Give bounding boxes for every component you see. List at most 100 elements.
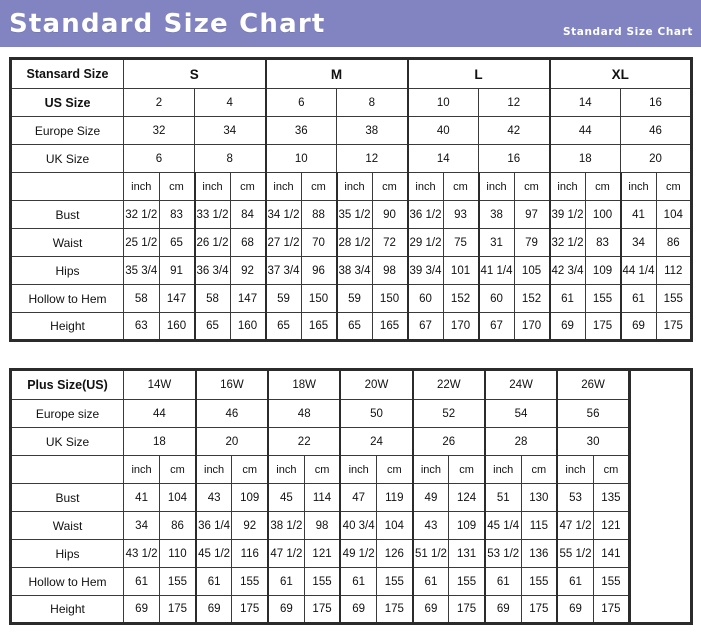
measurement-value: 41 1/4 [477, 256, 515, 285]
measurement-value: 35 1/2 [335, 200, 373, 229]
measurement-value: 105 [513, 256, 551, 285]
row-label: UK Size [10, 427, 124, 456]
unit-header-cm: cm [442, 172, 480, 201]
measurement-value: 96 [300, 256, 338, 285]
row-value: 14 [406, 144, 480, 173]
measurement-value: 31 [477, 228, 515, 257]
measurement-value: 61 [619, 284, 657, 313]
measurement-value: 98 [303, 511, 341, 540]
table-row: Hips 43 1/2 110 45 1/2 116 47 1/2 121 49 1/2 126… [10, 539, 692, 568]
row-value: 6 [123, 144, 195, 173]
measurement-value: 155 [584, 284, 622, 313]
measurement-value: 175 [584, 312, 622, 341]
row-value: 26W [556, 369, 630, 400]
measurement-value: 69 [411, 595, 450, 624]
row-value: 18 [122, 427, 197, 456]
measurement-value: 58 [123, 284, 160, 313]
row-value: 18 [548, 144, 622, 173]
measurement-value: 29 1/2 [406, 228, 444, 257]
row-value: 8 [193, 144, 267, 173]
measurement-value: 175 [520, 595, 558, 624]
unit-header-inch: inch [619, 172, 657, 201]
measurement-value: 55 1/2 [556, 539, 594, 568]
unit-header-cm: cm [584, 172, 622, 201]
measurement-value: 36 1/4 [194, 511, 233, 540]
row-value: 38 [336, 116, 409, 145]
row-label-empty [10, 455, 124, 484]
measurement-value: 92 [229, 256, 267, 285]
measurement-value: 165 [300, 312, 338, 341]
row-value: 36 [264, 116, 338, 145]
measurement-value: 51 1/2 [411, 539, 450, 568]
measurement-value: 155 [159, 567, 197, 596]
measurement-value: 47 [339, 483, 377, 512]
row-value: 20 [194, 427, 269, 456]
measurement-value: 155 [520, 567, 558, 596]
measurement-value: 60 [477, 284, 515, 313]
measurement-value: 90 [371, 200, 409, 229]
unit-header-inch: inch [339, 455, 377, 484]
table-row: Height 63 160 65 160 65 165 65 165 67 170 67 170 69 17… [10, 312, 693, 341]
row-value: 46 [620, 116, 693, 145]
row-label: Waist [10, 228, 124, 257]
unit-header-cm: cm [520, 455, 558, 484]
unit-header-inch: inch [335, 172, 373, 201]
measurement-value: 67 [477, 312, 515, 341]
measurement-value: 34 1/2 [264, 200, 302, 229]
measurement-value: 65 [335, 312, 373, 341]
table-row: Hollow to Hem 58 147 58 147 59 150 59 150 60 152 60… [10, 284, 693, 313]
row-value: 48 [267, 399, 341, 428]
size-group-header-xl: XL [548, 58, 693, 89]
unit-header-inch: inch [267, 455, 305, 484]
measurement-value: 51 [483, 483, 522, 512]
measurement-value: 170 [513, 312, 551, 341]
measurement-value: 150 [371, 284, 409, 313]
measurement-value: 124 [448, 483, 486, 512]
table-row: Europe Size 32 34 36 38 40 42 44 46 [10, 116, 693, 145]
standard-size-table-wrapper: Stansard Size S M L XL US Size 2 4 6 8 10 12 14 16 Eur… [9, 57, 694, 342]
table-row: Europe size 44 46 48 50 52 54 56 [10, 399, 692, 428]
measurement-value: 104 [375, 511, 414, 540]
row-value: 44 [122, 399, 197, 428]
measurement-value: 39 3/4 [406, 256, 444, 285]
measurement-value: 34 [619, 228, 657, 257]
row-value: 22 [267, 427, 341, 456]
row-value: 26 [411, 427, 486, 456]
measurement-value: 155 [655, 284, 693, 313]
measurement-value: 116 [231, 539, 269, 568]
measurement-value: 35 3/4 [123, 256, 160, 285]
measurement-value: 28 1/2 [335, 228, 373, 257]
table-row: Waist 34 86 36 1/4 92 38 1/2 98 40 3/4 104 43 109 4… [10, 511, 692, 540]
measurement-value: 36 1/2 [406, 200, 444, 229]
table-row: Waist 25 1/2 65 26 1/2 68 27 1/2 70 28 1/2 72 29 … [10, 228, 693, 257]
measurement-value: 61 [267, 567, 305, 596]
measurement-value: 63 [123, 312, 160, 341]
measurement-value: 175 [303, 595, 341, 624]
measurement-value: 38 [477, 200, 515, 229]
measurement-value: 91 [158, 256, 195, 285]
unit-header-cm: cm [592, 455, 630, 484]
measurement-value: 33 1/2 [193, 200, 231, 229]
size-group-header-s: S [122, 58, 267, 89]
measurement-value: 42 3/4 [548, 256, 586, 285]
row-label: Bust [10, 483, 124, 512]
row-label: Europe size [10, 399, 124, 428]
unit-header-cm: cm [655, 172, 693, 201]
measurement-value: 61 [339, 567, 377, 596]
measurement-value: 86 [159, 511, 197, 540]
measurement-value: 175 [375, 595, 414, 624]
size-group-header-m: M [264, 58, 409, 89]
measurement-value: 75 [442, 228, 480, 257]
measurement-value: 65 [193, 312, 231, 341]
row-value: 18W [267, 369, 341, 400]
measurement-value: 155 [303, 567, 341, 596]
measurement-value: 69 [548, 312, 586, 341]
measurement-value: 104 [655, 200, 693, 229]
measurement-value: 114 [303, 483, 341, 512]
measurement-value: 65 [264, 312, 302, 341]
measurement-value: 98 [371, 256, 409, 285]
measurement-value: 155 [448, 567, 486, 596]
measurement-value: 160 [229, 312, 267, 341]
unit-header-inch: inch [556, 455, 594, 484]
measurement-value: 72 [371, 228, 409, 257]
